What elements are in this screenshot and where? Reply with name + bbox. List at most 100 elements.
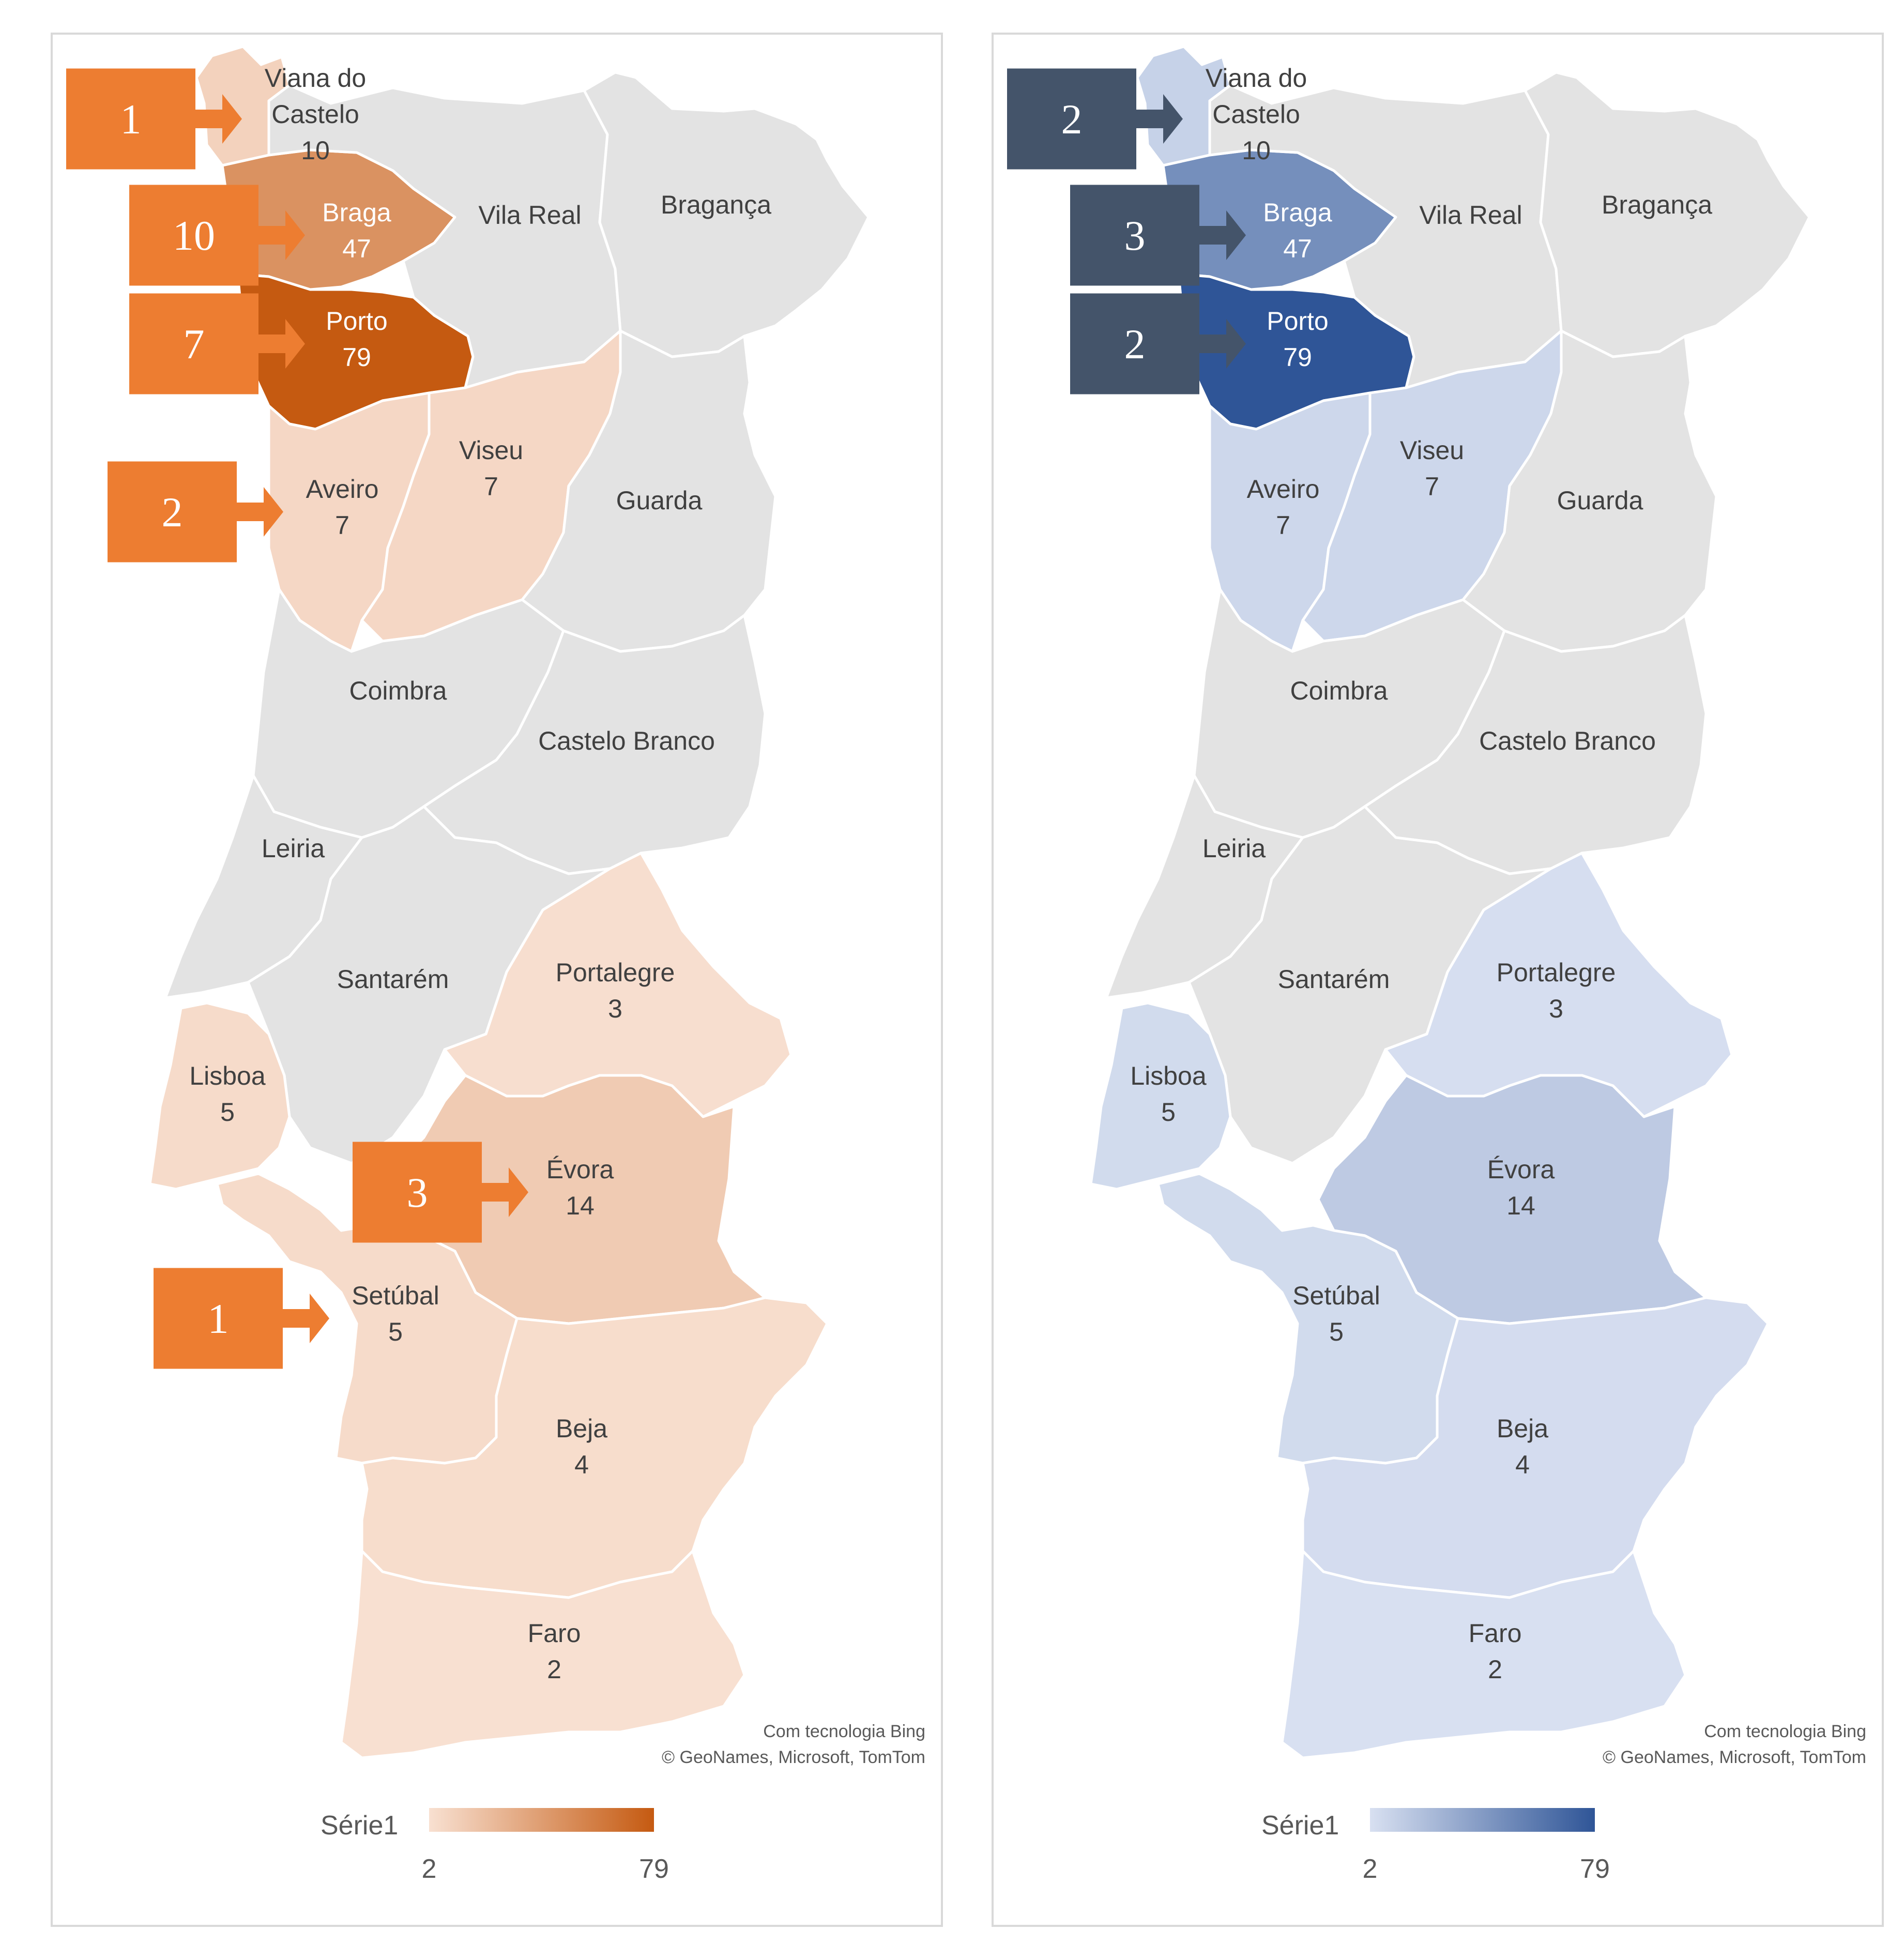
region-name-braga: Braga	[1263, 198, 1332, 227]
legend-min: 2	[1363, 1854, 1378, 1884]
legend: Série1 2 79	[321, 1808, 669, 1884]
region-value-viseu: 7	[1425, 472, 1439, 501]
callout-box	[353, 1142, 482, 1243]
region-value-beja: 4	[1515, 1450, 1530, 1479]
region-faro	[340, 1549, 746, 1759]
region-name-beja: Beja	[556, 1414, 607, 1443]
region-value-viseu: 7	[484, 472, 498, 501]
callout-evora: 3	[353, 1142, 528, 1243]
callout-box	[129, 293, 258, 394]
region-braganca	[1524, 71, 1811, 358]
region-name-lisboa: Lisboa	[189, 1061, 266, 1090]
region-braganca	[583, 71, 870, 358]
callout-arrow	[283, 1294, 329, 1343]
legend-gradient-bar	[429, 1808, 654, 1832]
map-credit-line2: © GeoNames, Microsoft, TomTom	[1603, 1748, 1866, 1767]
region-name-evora: Évora	[1487, 1155, 1555, 1184]
region-value-setubal: 5	[388, 1317, 403, 1346]
legend-gradient-bar	[1370, 1808, 1595, 1832]
region-value-aveiro: 7	[335, 511, 349, 540]
region-name-setubal: Setúbal	[352, 1281, 439, 1310]
callout-arrow	[258, 210, 305, 260]
region-value-porto: 79	[1283, 343, 1312, 372]
callout-porto: 7	[129, 293, 305, 394]
callout-box	[66, 68, 195, 170]
region-value-viana: 10	[301, 136, 330, 165]
region-value-faro: 2	[1488, 1655, 1502, 1684]
region-name-castelobranco: Castelo Branco	[538, 726, 715, 755]
callout-braga: 10	[129, 185, 305, 286]
region-name-braganca: Bragança	[1602, 190, 1712, 219]
callout-arrow	[482, 1167, 528, 1217]
region-name-braganca: Bragança	[661, 190, 771, 219]
callout-number: 1	[120, 96, 142, 143]
region-name-faro: Faro	[1469, 1619, 1522, 1648]
region-value-porto: 79	[342, 343, 371, 372]
region-value-setubal: 5	[1329, 1317, 1344, 1346]
region-name-guarda: Guarda	[616, 486, 703, 515]
legend-series-name: Série1	[321, 1811, 398, 1841]
callout-viana: 2	[1007, 68, 1183, 170]
legend-max: 79	[1580, 1854, 1610, 1884]
callout-number: 10	[173, 212, 215, 259]
map-credit-line1: Com tecnologia Bing	[1704, 1722, 1866, 1741]
region-name-viseu: Viseu	[459, 436, 523, 465]
callout-arrow	[1136, 94, 1183, 144]
region-name-guarda: Guarda	[1557, 486, 1643, 515]
region-value-evora: 14	[566, 1191, 595, 1220]
callout-porto: 2	[1070, 293, 1246, 394]
region-name-viseu: Viseu	[1400, 436, 1464, 465]
region-name-vilareal: Vila Real	[1419, 201, 1522, 230]
region-value-portalegre: 3	[1549, 994, 1563, 1023]
region-value-portalegre: 3	[608, 994, 622, 1023]
callout-arrow	[237, 487, 283, 537]
region-name-setubal: Setúbal	[1292, 1281, 1380, 1310]
map-credit-line2: © GeoNames, Microsoft, TomTom	[662, 1748, 925, 1767]
legend: Série1 2 79	[1261, 1808, 1610, 1884]
region-value-faro: 2	[547, 1655, 561, 1684]
callout-braga: 3	[1070, 185, 1246, 286]
region-name-viana: Castelo	[271, 100, 359, 129]
callout-number: 2	[162, 489, 183, 536]
legend-min: 2	[422, 1854, 437, 1884]
region-name-portalegre: Portalegre	[1497, 958, 1616, 987]
region-vilareal	[267, 84, 622, 389]
region-value-braga: 47	[1283, 234, 1312, 263]
panel-frame	[992, 33, 1884, 1927]
region-value-lisboa: 5	[220, 1098, 235, 1127]
region-name-castelobranco: Castelo Branco	[1479, 726, 1656, 755]
callout-box	[1070, 293, 1199, 394]
callout-arrow	[258, 319, 305, 369]
region-value-beja: 4	[574, 1450, 589, 1479]
region-name-porto: Porto	[1267, 307, 1329, 336]
region-value-aveiro: 7	[1276, 511, 1290, 540]
callout-setubal: 1	[154, 1268, 329, 1369]
region-name-santarem: Santarém	[1278, 965, 1390, 994]
region-name-vilareal: Vila Real	[478, 201, 581, 230]
region-value-viana: 10	[1242, 136, 1271, 165]
region-lisboa	[148, 1001, 291, 1191]
legend-series-name: Série1	[1261, 1811, 1339, 1841]
callout-arrow	[1199, 210, 1246, 260]
region-name-aveiro: Aveiro	[1247, 475, 1320, 504]
region-name-braga: Braga	[322, 198, 391, 227]
region-lisboa	[1089, 1001, 1232, 1191]
region-name-viana: Viana do	[265, 64, 366, 93]
region-name-viana: Viana do	[1206, 64, 1307, 93]
callout-number: 2	[1061, 96, 1083, 143]
region-name-aveiro: Aveiro	[306, 475, 379, 504]
region-name-porto: Porto	[326, 307, 388, 336]
callout-box	[1007, 68, 1136, 170]
callout-number: 3	[1124, 212, 1146, 259]
callout-viana: 1	[66, 68, 242, 170]
region-value-lisboa: 5	[1161, 1098, 1176, 1127]
region-name-lisboa: Lisboa	[1130, 1061, 1207, 1090]
callout-number: 2	[1124, 321, 1146, 368]
region-name-leiria: Leiria	[262, 834, 325, 863]
region-value-braga: 47	[342, 234, 371, 263]
panel-frame	[51, 33, 943, 1927]
callout-number: 3	[407, 1169, 428, 1216]
region-santarem	[247, 805, 612, 1165]
region-santarem	[1187, 805, 1552, 1165]
callout-number: 7	[184, 321, 205, 368]
